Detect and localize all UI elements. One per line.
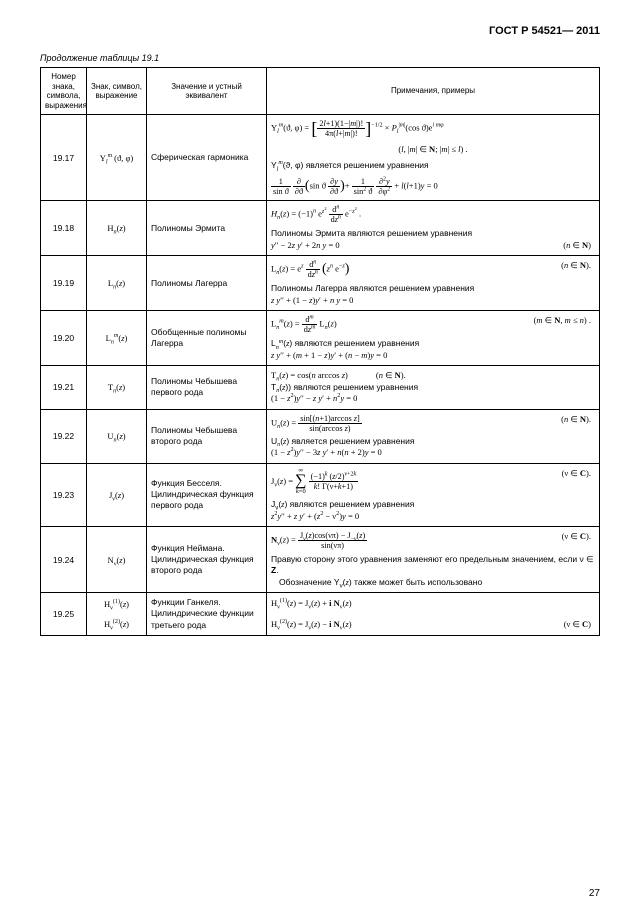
row-equivalent: Полиномы Чебышева второго рода — [147, 409, 267, 463]
header-symbol: Знак, символ, выражение — [87, 68, 147, 115]
table-row: 19.25Hν(1)(z)Hν(2)(z)Функции Ганкеля. Ци… — [41, 593, 600, 635]
row-symbol: Nν(z) — [87, 526, 147, 592]
row-equivalent: Полиномы Эрмита — [147, 201, 267, 256]
header-equivalent: Значение и устный эквивалент — [147, 68, 267, 115]
row-notes: Nν(z) = Jν(z)cos(νπ) − J−ν(z)sin(νπ)(ν ∈… — [267, 526, 600, 592]
row-equivalent: Полиномы Лагерра — [147, 256, 267, 311]
table-row: 19.18Hn(z)Полиномы ЭрмитаHn(z) = (−1)n e… — [41, 201, 600, 256]
row-equivalent: Функция Неймана. Цилиндрическая функция … — [147, 526, 267, 592]
row-notes: Un(z) = sin[(n+1)arccos z]sin(arccos z)(… — [267, 409, 600, 463]
row-number: 19.24 — [41, 526, 87, 592]
row-symbol: Lnm(z) — [87, 311, 147, 366]
row-symbol: Un(z) — [87, 409, 147, 463]
table-row: 19.21Tn(z)Полиномы Чебышева первого рода… — [41, 366, 600, 409]
row-notes: Ln(z) = ez dndzn (zn e−z)(n ∈ N).Полином… — [267, 256, 600, 311]
page-number: 27 — [589, 888, 600, 899]
row-number: 19.22 — [41, 409, 87, 463]
row-notes: Lnm(z) = dmdzm Ln(z)(m ∈ N, m ≤ n) .Lnm(… — [267, 311, 600, 366]
table-row: 19.24Nν(z)Функция Неймана. Цилиндрическа… — [41, 526, 600, 592]
row-symbol: Ylm (ϑ, φ) — [87, 115, 147, 201]
row-equivalent: Сферическая гармоника — [147, 115, 267, 201]
row-number: 19.18 — [41, 201, 87, 256]
row-notes: Tn(z) = cos(n arccos z)(n ∈ N).Tn(z)) яв… — [267, 366, 600, 409]
table-header-row: Номер знака, символа, выражения Знак, си… — [41, 68, 600, 115]
header-number: Номер знака, символа, выражения — [41, 68, 87, 115]
row-equivalent: Обобщенные полиномы Лагерра — [147, 311, 267, 366]
table-row: 19.17Ylm (ϑ, φ)Сферическая гармоникаYlm(… — [41, 115, 600, 201]
row-symbol: Ln(z) — [87, 256, 147, 311]
row-notes: Hn(z) = (−1)n ez2 dndzn e−z2 .Полиномы Э… — [267, 201, 600, 256]
row-notes: Ylm(ϑ, φ) = [2l+1)(1−|m|)!4π(l+|m|)!]−1/… — [267, 115, 600, 201]
row-notes: Jν(z) = ∞∑k=0 (−1)k (z/2)ν+2kk! Γ(ν+k+1)… — [267, 463, 600, 526]
row-number: 19.25 — [41, 593, 87, 635]
row-symbol: Tn(z) — [87, 366, 147, 409]
row-number: 19.20 — [41, 311, 87, 366]
table-row: 19.23Jν(z)Функция Бесселя. Цилиндрическа… — [41, 463, 600, 526]
row-number: 19.21 — [41, 366, 87, 409]
row-symbol: Jν(z) — [87, 463, 147, 526]
table-row: 19.20Lnm(z)Обобщенные полиномы ЛагерраLn… — [41, 311, 600, 366]
document-header: ГОСТ Р 54521— 2011 — [40, 25, 600, 37]
special-functions-table: Номер знака, символа, выражения Знак, си… — [40, 67, 600, 636]
row-number: 19.17 — [41, 115, 87, 201]
header-notes: Примечания, примеры — [267, 68, 600, 115]
row-equivalent: Функция Бесселя. Цилиндрическая функция … — [147, 463, 267, 526]
row-symbol: Hn(z) — [87, 201, 147, 256]
row-symbol: Hν(1)(z)Hν(2)(z) — [87, 593, 147, 635]
table-caption: Продолжение таблицы 19.1 — [40, 53, 600, 63]
table-row: 19.19Ln(z)Полиномы ЛагерраLn(z) = ez dnd… — [41, 256, 600, 311]
row-number: 19.19 — [41, 256, 87, 311]
row-equivalent: Функции Ганкеля. Цилиндрические функции … — [147, 593, 267, 635]
table-row: 19.22Un(z)Полиномы Чебышева второго рода… — [41, 409, 600, 463]
row-number: 19.23 — [41, 463, 87, 526]
row-equivalent: Полиномы Чебышева первого рода — [147, 366, 267, 409]
row-notes: Hν(1)(z) = Jν(z) + i Nν(z)Hν(2)(z) = Jν(… — [267, 593, 600, 635]
